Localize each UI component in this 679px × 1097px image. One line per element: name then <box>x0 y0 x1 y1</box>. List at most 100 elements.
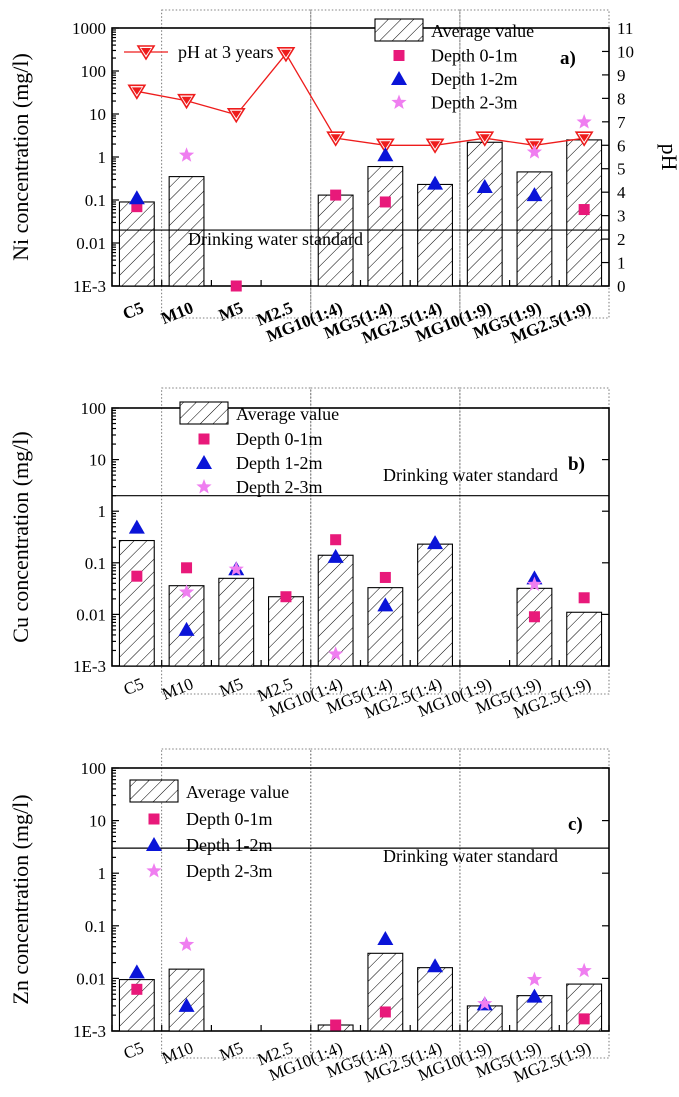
y-tick-label: 1E-3 <box>73 277 106 296</box>
legend-label: Depth 1-2m <box>186 835 272 855</box>
marker-depth-1-2m <box>178 997 195 1012</box>
bar-M2.5 <box>268 596 304 667</box>
marker-depth-1-2m <box>128 519 145 534</box>
group-box <box>310 748 461 1059</box>
y2-tick-label: 0 <box>617 277 626 296</box>
legend-depth-1-2m-marker <box>146 837 162 851</box>
marker-depth-1-2m <box>427 535 444 550</box>
y-tick-label: 0.1 <box>85 917 106 936</box>
x-category-label: C5 <box>121 674 147 699</box>
y2-tick-label: 5 <box>617 160 626 179</box>
marker-depth-0-1m <box>528 611 540 623</box>
y-tick-label: 1 <box>98 864 107 883</box>
marker-depth-1-2m <box>128 190 145 205</box>
x-category-label: M10 <box>159 674 196 704</box>
group-box <box>310 9 461 319</box>
y-tick-label: 1 <box>98 148 107 167</box>
legend-depth-2-3m-marker <box>391 94 407 109</box>
marker-depth-2-3m <box>526 971 543 987</box>
marker-depth-1-2m <box>427 958 444 973</box>
y2-tick-label: 10 <box>617 42 634 61</box>
marker-depth-0-1m <box>230 280 242 292</box>
y2-tick-label: 9 <box>617 66 626 85</box>
marker-depth-0-1m <box>578 204 590 216</box>
x-category-label: M5 <box>216 298 246 325</box>
bar-M5 <box>218 577 255 667</box>
legend-bar-swatch <box>374 18 424 42</box>
chart-panel-cu: 1E-3 0.01 0.1 1 10 100 Cu concentration (mg/l)… <box>8 387 610 722</box>
marker-depth-2-3m <box>228 561 244 576</box>
ph-line <box>136 52 585 146</box>
marker-depth-2-3m <box>576 114 592 129</box>
bar-MG2.5(1:4) <box>417 183 453 287</box>
bar-MG10(1:4) <box>317 194 354 287</box>
marker-depth-1-2m <box>476 179 493 194</box>
drinking-water-standard-label: Drinking water standard <box>188 229 363 249</box>
y2-tick-label: 4 <box>617 183 626 202</box>
y-tick-label: 100 <box>81 759 107 778</box>
group-box <box>459 9 610 319</box>
y2-tick-label: 8 <box>617 89 626 108</box>
marker-depth-0-1m <box>181 562 193 574</box>
x-category-label: C5 <box>120 298 146 323</box>
legend-depth-1-2m-marker <box>391 71 407 85</box>
marker-depth-0-1m <box>131 983 143 995</box>
marker-depth-1-2m <box>427 175 444 190</box>
marker-depth-0-1m <box>578 592 590 604</box>
marker-depth-1-2m <box>128 964 145 979</box>
marker-depth-0-1m <box>379 571 391 583</box>
y-tick-label: 100 <box>81 62 107 81</box>
marker-depth-0-1m <box>280 591 292 603</box>
group-box <box>161 9 312 319</box>
chart-panel-zn: 1E-3 0.01 0.1 1 10 100 Zn concentration (mg/l)… <box>8 748 610 1086</box>
y-tick-label: 1E-3 <box>73 657 106 676</box>
chart-panel-ni: 1E-3 0.01 0.1 1 10 100 1000 0 1 2 3 4 5 6 7 8 9 10 11 pH Ni … <box>8 9 679 347</box>
legend-ph-label: pH at 3 years <box>178 42 273 62</box>
y-axis-label: Zn concentration (mg/l) <box>8 794 33 1004</box>
y-tick-label: 0.01 <box>76 234 106 253</box>
marker-depth-1-2m <box>178 621 195 636</box>
marker-depth-0-1m <box>379 1006 391 1018</box>
legend: Average value Depth 0-1m Depth 1-2m Depth 2… <box>179 401 339 497</box>
marker-depth-1-2m <box>526 187 543 202</box>
panel-label: a) <box>560 48 576 69</box>
panel-label: c) <box>568 814 583 835</box>
marker-depth-1-2m <box>377 597 394 612</box>
y-tick-label: 1E-3 <box>73 1022 106 1041</box>
marker-depth-2-3m <box>477 995 493 1011</box>
y2-tick-label: 7 <box>617 113 626 132</box>
x-category-label: C5 <box>121 1038 147 1063</box>
marker-depth-2-3m <box>328 646 344 661</box>
legend-depth-2-3m-marker <box>196 479 212 494</box>
x-category-label: M10 <box>158 298 196 328</box>
legend-label: Depth 0-1m <box>431 46 517 66</box>
legend-label: Depth 0-1m <box>236 429 322 449</box>
bar-MG10(1:9) <box>466 141 503 287</box>
marker-depth-0-1m <box>330 189 342 201</box>
y2-axis-label: pH <box>657 144 679 171</box>
bar-MG2.5(1:9) <box>566 611 603 667</box>
marker-depth-1-2m <box>327 548 344 563</box>
x-category-label: M5 <box>217 674 246 700</box>
marker-depth-2-3m <box>178 936 195 952</box>
x-category-label: M10 <box>159 1038 196 1068</box>
legend-depth-2-3m-marker <box>146 863 162 878</box>
y-axis-label: Cu concentration (mg/l) <box>8 431 33 642</box>
y-tick-label: 100 <box>81 399 107 418</box>
y-tick-label: 10 <box>89 812 106 831</box>
bar-MG5(1:9) <box>516 587 553 667</box>
drinking-water-standard-label: Drinking water standard <box>383 465 558 485</box>
marker-depth-1-2m <box>526 988 543 1003</box>
marker-depth-2-3m <box>526 144 543 159</box>
bar-C5 <box>118 539 155 667</box>
marker-depth-2-3m <box>178 147 195 162</box>
legend-depth-0-1m-marker <box>198 433 210 445</box>
marker-depth-2-3m <box>178 584 195 599</box>
legend-depth-0-1m-marker <box>148 813 160 825</box>
marker-depth-0-1m <box>578 1013 590 1025</box>
legend-label: Depth 2-3m <box>431 93 517 113</box>
legend: pH at 3 years Average value Depth 0-1m Dept… <box>124 18 534 113</box>
y-axis-label: Ni concentration (mg/l) <box>8 53 33 261</box>
x-category-label: M5 <box>217 1038 246 1064</box>
